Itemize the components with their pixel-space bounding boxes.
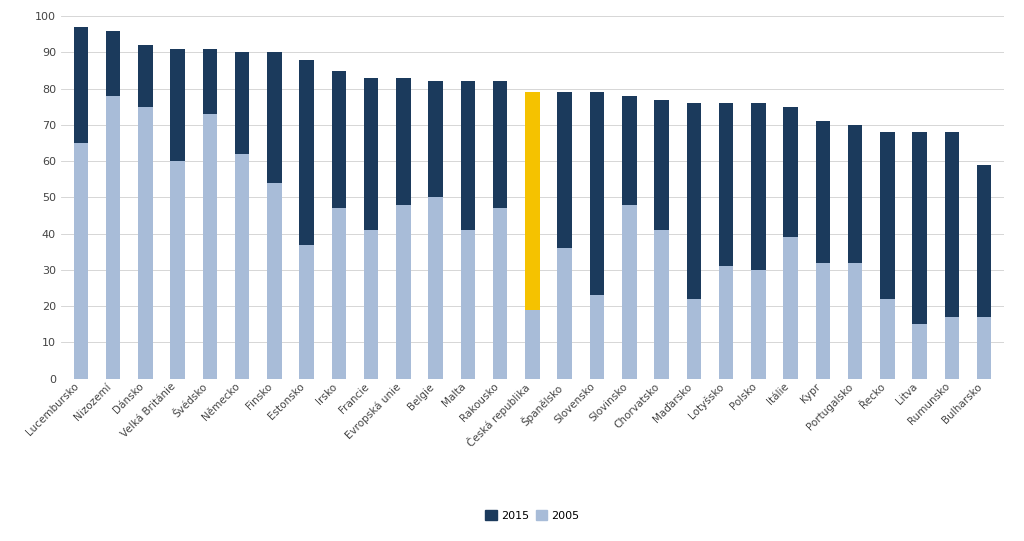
Bar [654,230,669,379]
Bar [557,93,572,248]
Bar [686,299,701,379]
Bar [751,103,766,270]
Bar [751,270,766,379]
Bar [461,82,475,230]
Legend: 2015, 2005: 2015, 2005 [481,506,584,525]
Bar [686,103,701,299]
Bar [267,52,282,183]
Bar [74,27,88,143]
Bar [880,132,895,299]
Bar [493,82,508,208]
Bar [557,248,572,379]
Bar [74,143,88,379]
Bar [170,49,185,161]
Bar [912,324,927,379]
Bar [944,132,959,317]
Bar [815,121,830,263]
Bar [332,71,346,208]
Bar [428,197,443,379]
Bar [203,49,217,114]
Bar [848,263,862,379]
Bar [525,310,540,379]
Bar [364,78,379,230]
Bar [234,154,250,379]
Bar [428,82,443,197]
Bar [815,263,830,379]
Bar [719,103,733,266]
Bar [234,52,250,154]
Bar [364,230,379,379]
Bar [622,204,637,379]
Bar [590,295,604,379]
Bar [105,96,121,379]
Bar [299,60,314,245]
Bar [783,107,798,237]
Bar [848,125,862,263]
Bar [461,230,475,379]
Bar [138,45,153,107]
Bar [267,183,282,379]
Bar [590,93,604,295]
Bar [203,114,217,379]
Bar [332,208,346,379]
Bar [396,204,411,379]
Bar [396,78,411,204]
Bar [170,161,185,379]
Bar [912,132,927,324]
Bar [525,93,540,310]
Bar [105,31,121,96]
Bar [977,317,991,379]
Bar [783,237,798,379]
Bar [654,100,669,230]
Bar [880,299,895,379]
Bar [944,317,959,379]
Bar [299,245,314,379]
Bar [719,266,733,379]
Bar [493,208,508,379]
Bar [977,165,991,317]
Bar [622,96,637,204]
Bar [138,107,153,379]
